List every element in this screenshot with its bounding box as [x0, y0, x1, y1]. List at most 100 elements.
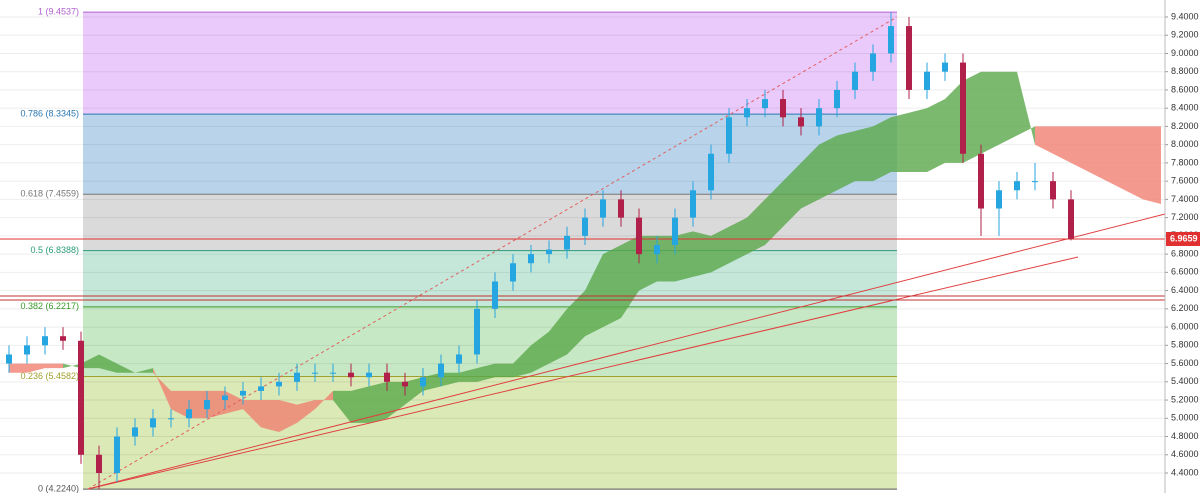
candle-body	[906, 26, 912, 90]
cloud-segment	[315, 390, 333, 410]
cloud-segment	[873, 117, 891, 182]
candle-body	[60, 336, 66, 341]
cloud-segment	[405, 377, 423, 405]
candle-body	[168, 418, 174, 420]
y-tick-label: 9.2000	[1171, 30, 1199, 40]
candle-body	[276, 381, 282, 387]
fib-level-label: 0.618 (7.4559)	[20, 189, 79, 199]
cloud-segment	[153, 368, 171, 410]
candle-body	[510, 263, 516, 282]
y-tick-label: 8.0000	[1171, 139, 1199, 149]
candle-body	[438, 363, 444, 378]
last-price-tag	[1166, 231, 1200, 246]
candle-body	[744, 108, 750, 118]
cloud-segment	[279, 400, 297, 432]
candle-body	[366, 372, 372, 378]
candle-body	[1032, 181, 1038, 183]
fib-level-label: 0.236 (5.4582)	[20, 371, 79, 381]
candle-body	[1014, 181, 1020, 191]
candle-body	[870, 53, 876, 72]
y-tick-label: 5.8000	[1171, 340, 1199, 350]
candle-body	[1068, 199, 1074, 239]
y-tick-label: 6.8000	[1171, 248, 1199, 258]
candle-body	[312, 372, 318, 374]
cloud-segment	[531, 331, 549, 373]
candle-body	[294, 372, 300, 382]
cloud-segment	[1035, 126, 1053, 154]
y-tick-label: 5.0000	[1171, 413, 1199, 423]
cloud-segment	[117, 363, 135, 373]
cloud-segment	[621, 235, 639, 318]
candle-body	[690, 190, 696, 218]
cloud-segment	[207, 390, 225, 419]
candle-body	[132, 427, 138, 437]
cloud-segment	[891, 112, 909, 173]
cloud-segment	[369, 381, 387, 423]
cloud-segment	[1125, 126, 1143, 200]
candle-body	[42, 336, 48, 346]
cloud-segment	[1071, 126, 1089, 173]
candle-body	[798, 117, 804, 127]
cloud-segment	[135, 368, 153, 373]
candle-body	[96, 454, 102, 474]
cloud-segment	[225, 390, 243, 414]
fib-level-label: 1 (9.4537)	[38, 6, 79, 16]
cloud-segment	[495, 363, 513, 378]
cloud-segment	[567, 290, 585, 355]
fib-level-label: 0.786 (8.3345)	[20, 109, 79, 119]
cloud-segment	[855, 126, 873, 182]
y-tick-label: 7.4000	[1171, 194, 1199, 204]
y-tick-label: 7.8000	[1171, 157, 1199, 167]
cloud-segment	[693, 231, 711, 277]
candle-body	[582, 217, 588, 236]
cloud-segment	[81, 354, 99, 369]
y-tick-label: 8.8000	[1171, 66, 1199, 76]
y-tick-label: 7.6000	[1171, 176, 1199, 186]
cloud-segment	[657, 235, 675, 282]
candle-body	[348, 372, 354, 378]
cloud-segment	[837, 130, 855, 191]
cloud-segment	[261, 400, 279, 432]
cloud-segment	[1089, 126, 1107, 182]
cloud-layer	[9, 71, 1161, 432]
candle-body	[834, 89, 840, 109]
candle-body	[114, 436, 120, 474]
y-tick-label: 8.2000	[1171, 121, 1199, 131]
candle-body	[564, 235, 570, 250]
candle-body	[1050, 181, 1056, 200]
y-tick-label: 5.4000	[1171, 376, 1199, 386]
y-tick-label: 8.6000	[1171, 84, 1199, 94]
y-tick-label: 6.4000	[1171, 285, 1199, 295]
cloud-segment	[297, 400, 315, 423]
candle-body	[852, 71, 858, 90]
y-tick-label: 6.0000	[1171, 321, 1199, 331]
trend-line	[87, 213, 1166, 490]
candle-body	[330, 372, 336, 374]
cloud-segment	[1143, 126, 1161, 204]
cloud-segment	[1017, 71, 1035, 145]
cloud-segment	[99, 354, 117, 373]
candle-body	[24, 345, 30, 355]
cloud-segment	[747, 199, 765, 255]
cloud-segment	[387, 381, 405, 419]
cloud-segment	[1107, 126, 1125, 191]
candle-layer	[6, 12, 1074, 490]
candle-body	[996, 190, 1002, 209]
cloud-segment	[189, 390, 207, 419]
candle-body	[960, 62, 966, 154]
y-tick-label: 6.2000	[1171, 303, 1199, 313]
cloud-segment	[477, 363, 495, 382]
cloud-segment	[9, 363, 27, 373]
cloud-segment	[1053, 126, 1071, 163]
candle-body	[546, 249, 552, 255]
cloud-segment	[981, 71, 999, 154]
cloud-segment	[729, 217, 747, 264]
y-tick-label: 7.2000	[1171, 212, 1199, 222]
candle-body	[240, 390, 246, 396]
y-tick-label: 5.6000	[1171, 358, 1199, 368]
fib-level-label: 0.5 (6.8388)	[30, 245, 79, 255]
cloud-segment	[513, 345, 531, 378]
price-axis	[1165, 0, 1200, 493]
fib-zone	[83, 12, 897, 115]
